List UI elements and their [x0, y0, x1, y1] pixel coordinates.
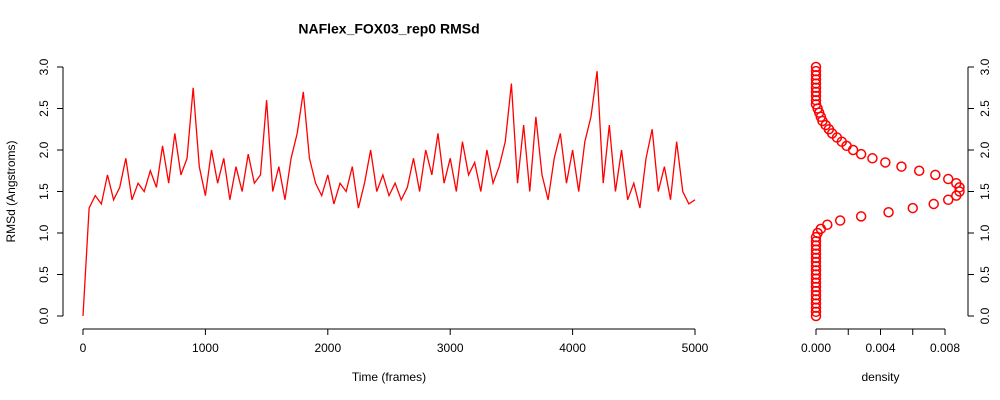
- y-tick-label: 3.0: [37, 58, 51, 75]
- y-tick-label: 2.5: [37, 100, 51, 117]
- point: [951, 177, 962, 189]
- y-tick-label: 0.0: [37, 307, 51, 324]
- point: [942, 173, 954, 185]
- y-tick-label: 2.0: [978, 141, 992, 158]
- x-tick-label: 2000: [314, 341, 341, 355]
- y-tick-label: 0.5: [37, 266, 51, 283]
- point: [883, 207, 894, 218]
- x-tick-label: 0.008: [930, 341, 960, 355]
- point: [930, 169, 941, 181]
- y-tick-label: 1.5: [978, 183, 992, 200]
- x-tick-label: 4000: [559, 341, 586, 355]
- point: [855, 148, 867, 160]
- point: [834, 215, 846, 226]
- y-tick-label: 0.5: [978, 266, 992, 283]
- y-axis-label: RMSd (Angstroms): [4, 140, 18, 242]
- y-tick-label: 1.0: [37, 224, 51, 241]
- y-tick-label: 1.5: [37, 183, 51, 200]
- y-tick-label: 3.0: [978, 58, 992, 75]
- point: [855, 211, 867, 222]
- x-tick-label: 0.000: [801, 341, 831, 355]
- y-tick-label: 2.0: [37, 141, 51, 158]
- point: [907, 202, 918, 214]
- line-series: [82, 71, 696, 317]
- point: [942, 194, 954, 206]
- point: [880, 157, 891, 168]
- point: [867, 153, 878, 164]
- point: [810, 65, 822, 77]
- x-tick-label: 0.004: [865, 341, 895, 355]
- x-tick-label: 5000: [682, 341, 709, 355]
- y-tick-label: 2.5: [978, 100, 992, 117]
- x-tick-label: 3000: [437, 341, 464, 355]
- x-tick-label: 0: [80, 341, 87, 355]
- point: [913, 165, 925, 176]
- point: [896, 161, 907, 172]
- chart-title: NAFlex_FOX03_rep0 RMSd: [298, 21, 479, 37]
- x-axis-label: density: [861, 370, 899, 384]
- point: [847, 144, 859, 156]
- x-tick-label: 1000: [192, 341, 219, 355]
- y-tick-label: 0.0: [978, 307, 992, 324]
- point: [928, 198, 939, 210]
- y-tick-label: 1.0: [978, 224, 992, 241]
- point: [810, 61, 822, 73]
- x-axis-label: Time (frames): [352, 370, 426, 384]
- point: [822, 219, 833, 230]
